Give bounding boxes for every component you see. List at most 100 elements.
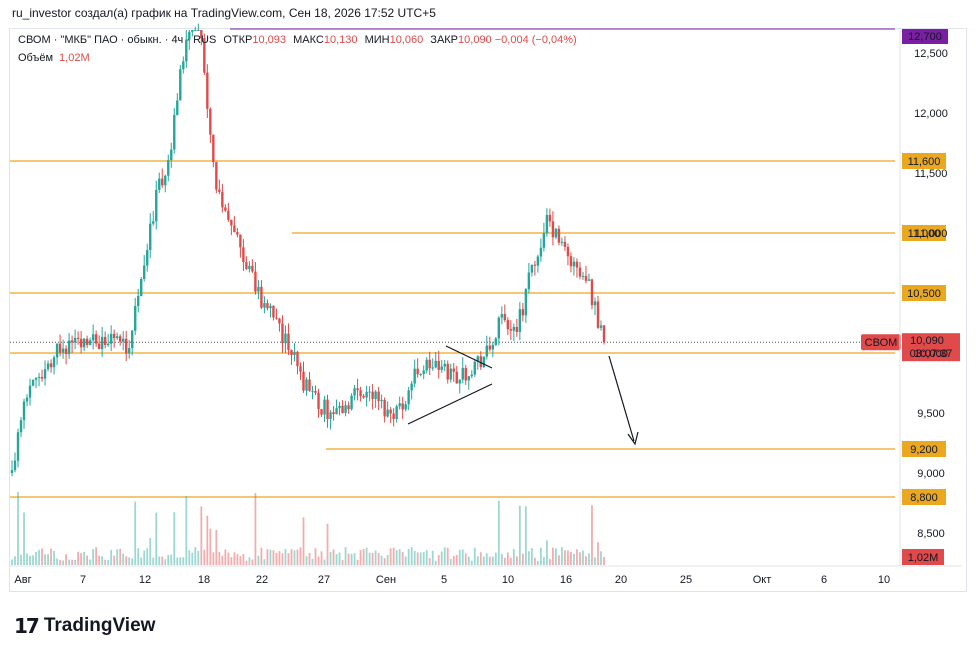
volume-bar: [311, 558, 314, 565]
volume-bar: [224, 549, 227, 565]
candle-body: [296, 351, 299, 367]
candle-body: [149, 223, 152, 251]
candle-body: [545, 214, 549, 234]
candle-body: [428, 359, 431, 369]
volume-bar: [422, 552, 425, 565]
volume-bar: [125, 556, 128, 565]
candle-body: [395, 406, 398, 419]
volume-bar: [68, 559, 70, 565]
level-label-bg: [902, 441, 946, 457]
candle-body: [64, 348, 68, 354]
volume-bar: [509, 557, 512, 565]
volume-bar: [410, 547, 413, 565]
candle-body: [236, 232, 239, 235]
candle-body: [79, 338, 83, 348]
candle-body: [182, 61, 185, 70]
candle-body: [326, 399, 329, 419]
candle-body: [100, 336, 104, 350]
candle-body: [524, 289, 528, 316]
volume-bar: [386, 555, 389, 565]
volume-bar: [317, 556, 320, 565]
volume-bar: [59, 560, 61, 565]
volume-bar: [146, 548, 149, 565]
candle-body: [329, 412, 332, 419]
candle-body: [422, 370, 425, 375]
volume-bar: [101, 556, 104, 565]
candle-body: [530, 264, 534, 273]
volume-bar: [107, 559, 110, 565]
x-tick-label: Авг: [14, 574, 31, 586]
volume-bar: [401, 551, 404, 565]
volume-bar: [362, 548, 365, 565]
candle-body: [221, 191, 224, 208]
candle-body: [215, 162, 218, 190]
volume-bar: [272, 550, 275, 565]
volume-bar: [170, 554, 173, 565]
volume-bar: [576, 549, 578, 565]
volume-bar: [561, 547, 563, 565]
y-tick-label: 12,000: [914, 108, 948, 120]
volume-bar: [155, 512, 158, 565]
volume-bar: [530, 548, 533, 565]
volume-bar: [536, 560, 539, 565]
volume-bar: [344, 547, 347, 565]
y-tick-label: 11,500: [915, 168, 948, 180]
candle-body: [599, 325, 603, 328]
volume-bar: [521, 553, 524, 565]
candle-body: [449, 368, 452, 380]
candle-body: [518, 309, 522, 332]
projection-arrow-line: [608, 355, 635, 442]
candle-body: [353, 388, 356, 396]
volume-bar: [284, 548, 287, 565]
candle-body: [49, 363, 53, 368]
candle-body: [112, 333, 116, 339]
candle-body: [248, 265, 251, 270]
candle-body: [398, 403, 401, 407]
tradingview-wordmark: TradingView: [43, 615, 156, 636]
legend-change: −0,004 (−0,04%): [494, 34, 577, 46]
volume-bar: [368, 552, 371, 565]
volume-bar: [266, 549, 269, 565]
legend-open: 10,093: [252, 34, 287, 46]
volume-bar: [347, 553, 350, 565]
volume-bar: [341, 559, 344, 565]
candle-body: [94, 334, 98, 344]
candle-body: [578, 267, 582, 277]
volume-bar: [293, 550, 296, 565]
volume-bar: [458, 549, 461, 565]
candle-body: [164, 175, 167, 186]
volume-bar: [446, 547, 449, 565]
volume-bar: [326, 523, 329, 565]
volume-bar: [236, 554, 239, 565]
volume-bar: [437, 555, 440, 565]
volume-bar: [113, 555, 116, 565]
candle-body: [209, 108, 212, 135]
level-label: 9,200: [910, 444, 938, 456]
candle-body: [227, 210, 230, 220]
x-tick-label: 16: [560, 574, 572, 586]
candle-body: [266, 303, 269, 309]
volume-bar: [552, 547, 554, 565]
candle-body: [197, 30, 200, 31]
volume-bar: [302, 517, 305, 565]
volume-bar: [287, 553, 290, 565]
volume-bar: [161, 556, 164, 565]
candle-body: [73, 337, 77, 343]
candle-body: [572, 261, 576, 267]
candle-body: [19, 420, 23, 433]
volume-bar: [23, 512, 25, 565]
candle-body: [515, 326, 519, 332]
candle-body: [476, 356, 479, 362]
candle-body: [320, 409, 323, 415]
triangle-upper-line: [445, 345, 493, 369]
volume-bar: [425, 550, 428, 565]
candle-body: [314, 390, 317, 393]
volume-bar: [570, 551, 572, 565]
candle-body: [158, 178, 161, 190]
tradingview-logo[interactable]: 17 TradingView: [14, 614, 155, 638]
candle-body: [419, 374, 422, 376]
y-tick-label: 9,500: [917, 408, 945, 420]
candle-body: [76, 337, 80, 339]
volume-bar: [500, 553, 503, 565]
